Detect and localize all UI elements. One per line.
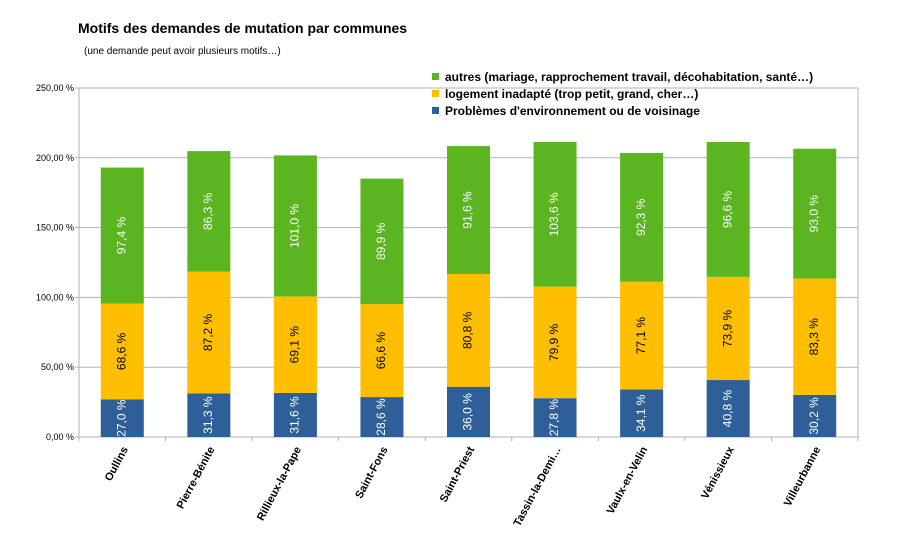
- data-label: 73,9 %: [720, 309, 734, 347]
- bar-segment: [706, 142, 750, 277]
- category-label: Vaulx-en-Velin: [605, 445, 651, 517]
- bar-segment: [360, 397, 404, 437]
- legend-label: autres (mariage, rapprochement travail, …: [445, 70, 813, 84]
- data-label: 92,3 %: [634, 198, 648, 236]
- bar-segment: [447, 146, 490, 274]
- bar-segment: [360, 178, 404, 305]
- data-label: 83,3 %: [807, 318, 821, 356]
- data-label: 93,0 %: [807, 195, 821, 233]
- bar-segment: [360, 304, 404, 398]
- data-label: 79,9 %: [547, 323, 561, 361]
- category-label: Rillieux-la-Pape: [255, 445, 304, 523]
- bar-segment: [793, 278, 837, 395]
- bar-segment: [273, 296, 317, 393]
- legend-swatch: [432, 73, 439, 80]
- data-label: 28,6 %: [374, 398, 388, 436]
- bar-segment: [273, 155, 317, 297]
- data-label: 31,3 %: [201, 396, 215, 434]
- data-label: 34,1 %: [634, 394, 648, 432]
- category-label: Vénissieux: [699, 444, 737, 501]
- data-label: 66,6 %: [374, 332, 388, 370]
- data-label: 27,0 %: [114, 399, 128, 437]
- bar-segment: [273, 392, 317, 437]
- data-label: 101,0 %: [288, 204, 302, 248]
- legend-label: logement inadapté (trop petit, grand, ch…: [445, 87, 698, 101]
- bar-segment: [533, 398, 577, 437]
- bar-segment: [187, 151, 231, 272]
- data-label: 96,6 %: [720, 190, 734, 228]
- bar-segment: [447, 386, 490, 437]
- data-label: 103,6 %: [547, 192, 561, 236]
- bar-segment: [793, 394, 837, 437]
- bar-segment: [706, 380, 750, 437]
- bar-segment: [533, 286, 577, 399]
- data-label: 91,6 %: [461, 191, 475, 229]
- chart-subtitle: (une demande peut avoir plusieurs motifs…: [84, 46, 281, 57]
- data-label: 68,6 %: [114, 332, 128, 370]
- data-label: 87,2 %: [201, 313, 215, 351]
- y-tick-label: 250,00 %: [36, 83, 74, 93]
- category-label: Saint-Priest: [438, 444, 477, 504]
- data-label: 80,8 %: [461, 311, 475, 349]
- category-label: Saint-Fons: [353, 445, 390, 501]
- legend-swatch: [432, 107, 439, 114]
- data-label: 30,2 %: [807, 397, 821, 435]
- category-label: Villeurbanne: [782, 445, 823, 509]
- data-label: 27,8 %: [547, 399, 561, 437]
- y-tick-label: 150,00 %: [36, 223, 74, 233]
- data-label: 31,6 %: [288, 396, 302, 434]
- bar-segment: [187, 393, 231, 437]
- category-label: Oullins: [103, 445, 131, 484]
- data-label: 40,8 %: [720, 390, 734, 428]
- y-tick-label: 100,00 %: [36, 292, 74, 302]
- bar-segment: [100, 303, 144, 400]
- data-label: 97,4 %: [114, 217, 128, 255]
- bar-segment: [100, 399, 144, 437]
- data-label: 36,0 %: [461, 393, 475, 431]
- legend-swatch: [432, 90, 439, 97]
- bar-segment: [620, 152, 664, 282]
- data-label: 69,1 %: [288, 326, 302, 364]
- category-label: Pierre-Bénite: [175, 445, 218, 511]
- data-label: 89,9 %: [374, 222, 388, 260]
- bar-segment: [100, 167, 144, 304]
- y-tick-label: 0,00 %: [46, 432, 74, 442]
- chart-title: Motifs des demandes de mutation par comm…: [78, 20, 408, 36]
- bar-segment: [706, 276, 750, 381]
- bar-segment: [793, 148, 837, 279]
- y-tick-label: 200,00 %: [36, 153, 74, 163]
- y-tick-label: 50,00 %: [41, 362, 74, 372]
- bar-segment: [447, 273, 490, 387]
- bar-segment: [620, 281, 664, 390]
- category-label: Tassin-la-Demi…: [512, 445, 564, 529]
- data-label: 77,1 %: [634, 317, 648, 355]
- bar-segment: [620, 389, 664, 437]
- bar-segment: [533, 142, 577, 287]
- bar-segment: [187, 271, 231, 394]
- data-label: 86,3 %: [201, 192, 215, 230]
- legend-label: Problèmes d'environnement ou de voisinag…: [445, 104, 700, 118]
